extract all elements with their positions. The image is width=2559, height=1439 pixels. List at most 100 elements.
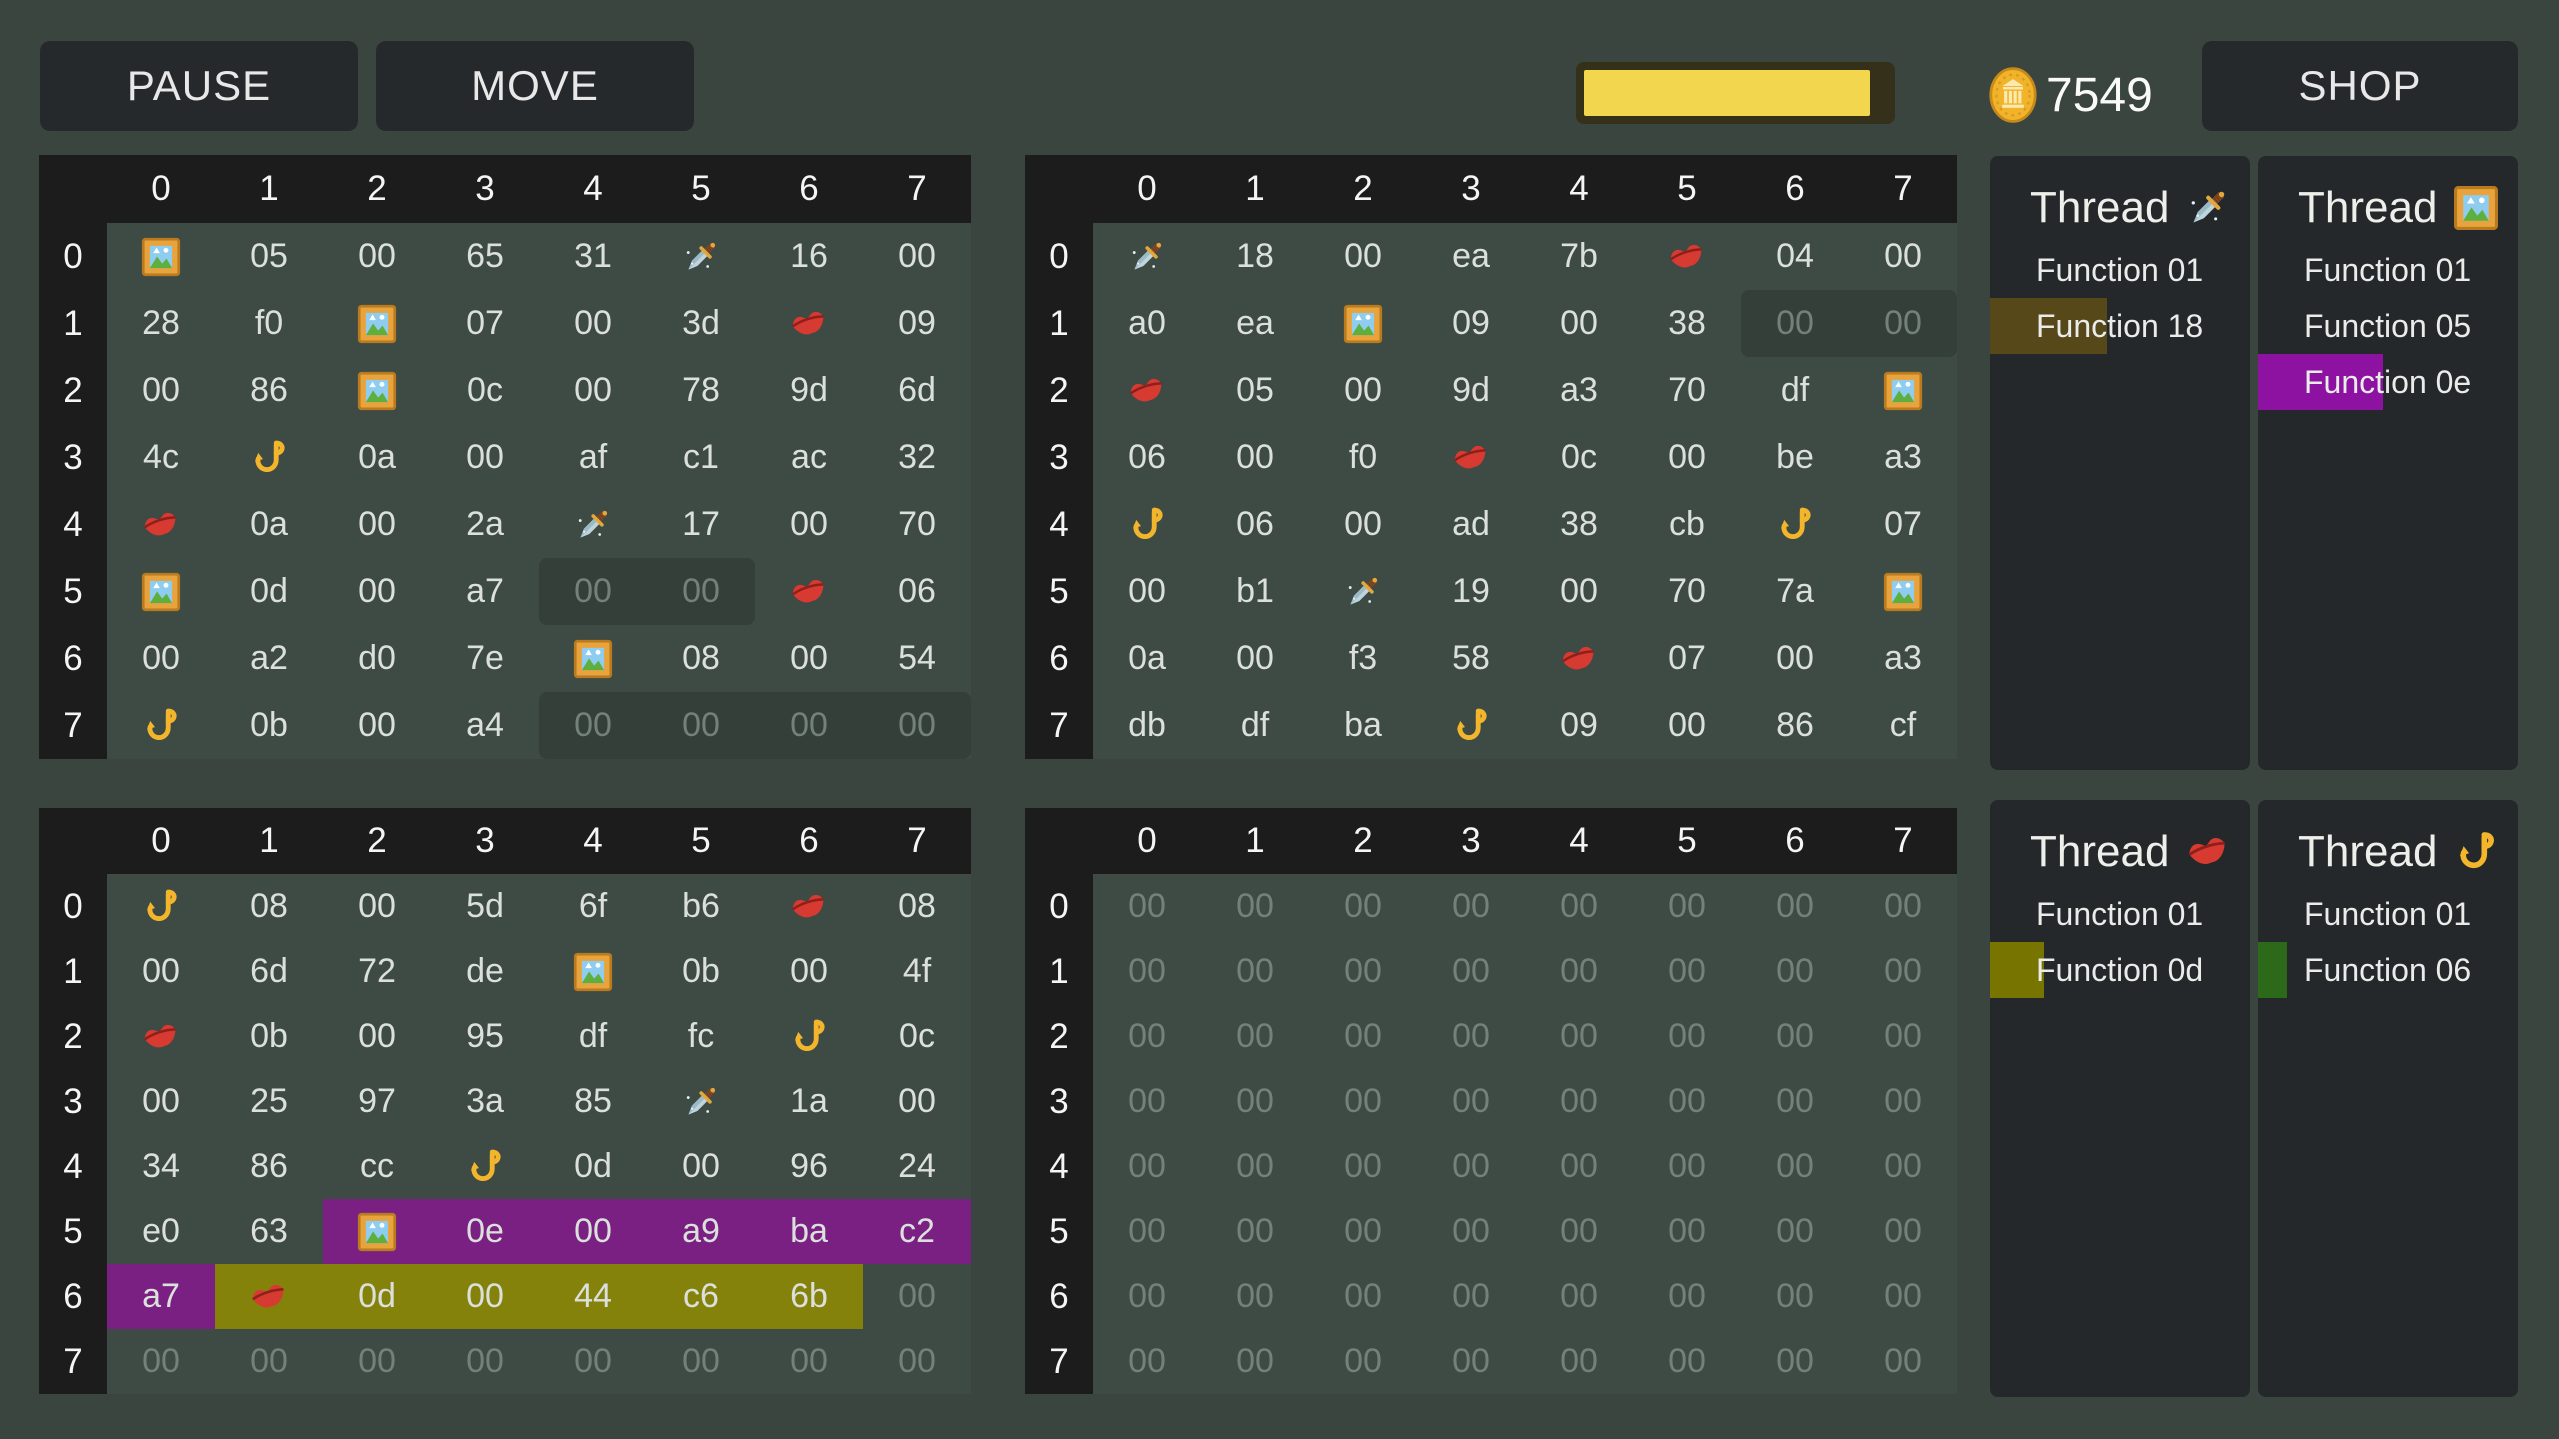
memory-cell[interactable]: 00 xyxy=(1884,1277,1922,1315)
pause-button[interactable]: PAUSE xyxy=(40,41,358,131)
memory-cell[interactable]: 96 xyxy=(790,1147,828,1185)
memory-cell[interactable]: db xyxy=(1128,706,1166,744)
memory-cell[interactable]: cb xyxy=(1669,505,1705,543)
memory-cell[interactable]: 85 xyxy=(574,1082,612,1120)
memory-cell[interactable]: 00 xyxy=(1560,1212,1598,1250)
memory-cell[interactable]: 00 xyxy=(1344,1017,1382,1055)
memory-cell[interactable]: 0d xyxy=(323,1264,431,1329)
memory-cell[interactable]: 00 xyxy=(1344,952,1382,990)
memory-cell[interactable]: 72 xyxy=(358,952,396,990)
memory-cell[interactable]: 0a xyxy=(358,438,396,476)
memory-cell[interactable]: 00 xyxy=(1560,304,1598,342)
memory-cell[interactable]: 00 xyxy=(1344,887,1382,925)
memory-cell[interactable]: 00 xyxy=(1776,1082,1814,1120)
memory-cell[interactable]: a3 xyxy=(1560,371,1598,409)
memory-cell[interactable]: 00 xyxy=(647,692,755,759)
memory-cell[interactable] xyxy=(323,357,431,424)
memory-cell[interactable]: 00 xyxy=(1668,952,1706,990)
memory-cell[interactable]: a3 xyxy=(1884,438,1922,476)
memory-cell[interactable]: 00 xyxy=(1236,1342,1274,1380)
memory-cell[interactable] xyxy=(1417,424,1525,491)
memory-cell[interactable]: 00 xyxy=(1452,1147,1490,1185)
memory-cell[interactable]: 00 xyxy=(574,304,612,342)
memory-cell[interactable]: 00 xyxy=(1236,887,1274,925)
memory-cell[interactable]: 00 xyxy=(1560,1017,1598,1055)
memory-cell[interactable]: 00 xyxy=(898,237,936,275)
memory-cell[interactable]: 08 xyxy=(898,887,936,925)
memory-cell[interactable]: a4 xyxy=(466,706,504,744)
memory-cell[interactable] xyxy=(1093,357,1201,424)
memory-cell[interactable]: 38 xyxy=(1668,304,1706,342)
memory-cell[interactable]: 00 xyxy=(574,371,612,409)
memory-cell[interactable]: 31 xyxy=(574,237,612,275)
function-item[interactable]: Function 01 xyxy=(2258,242,2518,298)
memory-cell[interactable]: 00 xyxy=(1344,1277,1382,1315)
memory-cell[interactable]: df xyxy=(1240,706,1270,744)
memory-cell[interactable] xyxy=(539,625,647,692)
memory-cell[interactable]: 32 xyxy=(898,438,936,476)
memory-cell[interactable]: 9d xyxy=(790,371,828,409)
memory-cell[interactable]: 00 xyxy=(1452,1342,1490,1380)
function-item[interactable]: Function 01 xyxy=(1990,886,2250,942)
memory-cell[interactable] xyxy=(323,1199,431,1264)
memory-cell[interactable] xyxy=(107,558,215,625)
memory-cell[interactable] xyxy=(1093,223,1201,290)
memory-cell[interactable]: 00 xyxy=(1236,1017,1274,1055)
memory-cell[interactable]: a3 xyxy=(1884,639,1922,677)
memory-cell[interactable]: 00 xyxy=(466,438,504,476)
memory-cell[interactable]: 00 xyxy=(358,237,396,275)
memory-cell[interactable]: 54 xyxy=(898,639,936,677)
memory-cell[interactable] xyxy=(323,290,431,357)
memory-cell[interactable] xyxy=(107,1004,215,1069)
memory-cell[interactable]: 58 xyxy=(1452,639,1490,677)
memory-cell[interactable]: e0 xyxy=(142,1212,180,1250)
memory-cell[interactable]: 70 xyxy=(1668,572,1706,610)
memory-cell[interactable]: 00 xyxy=(790,505,828,543)
memory-cell[interactable]: 00 xyxy=(1236,639,1274,677)
memory-cell[interactable]: df xyxy=(578,1017,608,1055)
memory-cell[interactable] xyxy=(215,1264,323,1329)
memory-cell[interactable]: 00 xyxy=(358,887,396,925)
memory-cell[interactable]: 0b xyxy=(250,1017,288,1055)
memory-cell[interactable]: 00 xyxy=(898,1277,936,1315)
memory-cell[interactable]: 05 xyxy=(250,237,288,275)
memory-cell[interactable]: 08 xyxy=(682,639,720,677)
memory-cell[interactable]: 00 xyxy=(1776,639,1814,677)
memory-cell[interactable]: 00 xyxy=(1668,1082,1706,1120)
memory-cell[interactable]: 00 xyxy=(1884,1212,1922,1250)
function-item[interactable]: Function 18 xyxy=(1990,298,2250,354)
memory-cell[interactable]: 00 xyxy=(1884,1082,1922,1120)
memory-cell[interactable]: 09 xyxy=(1452,304,1490,342)
memory-cell[interactable]: 06 xyxy=(1128,438,1166,476)
memory-cell[interactable]: d0 xyxy=(358,639,396,677)
memory-cell[interactable]: 00 xyxy=(1560,572,1598,610)
memory-cell[interactable]: 4f xyxy=(902,952,932,990)
memory-cell[interactable]: 00 xyxy=(1776,1017,1814,1055)
memory-cell[interactable]: 18 xyxy=(1236,237,1274,275)
memory-cell[interactable]: 00 xyxy=(1452,952,1490,990)
memory-cell[interactable]: 00 xyxy=(1560,1342,1598,1380)
memory-cell[interactable]: fc xyxy=(687,1017,715,1055)
memory-cell[interactable]: 34 xyxy=(142,1147,180,1185)
memory-cell[interactable]: cc xyxy=(360,1147,394,1185)
memory-cell[interactable]: 00 xyxy=(647,558,755,625)
memory-cell[interactable]: 00 xyxy=(1668,1147,1706,1185)
memory-cell[interactable]: 00 xyxy=(1128,572,1166,610)
memory-cell[interactable]: 00 xyxy=(1849,290,1957,357)
memory-cell[interactable]: 7a xyxy=(1776,572,1814,610)
memory-cell[interactable]: 25 xyxy=(250,1082,288,1120)
memory-cell[interactable]: 00 xyxy=(1236,1212,1274,1250)
memory-cell[interactable]: 00 xyxy=(1560,1147,1598,1185)
function-item[interactable]: Function 06 xyxy=(2258,942,2518,998)
memory-cell[interactable]: 6f xyxy=(578,887,608,925)
memory-cell[interactable]: f3 xyxy=(1348,639,1378,677)
memory-cell[interactable]: 00 xyxy=(682,1147,720,1185)
memory-cell[interactable]: 07 xyxy=(1668,639,1706,677)
memory-cell[interactable]: ba xyxy=(1344,706,1382,744)
memory-cell[interactable]: 00 xyxy=(431,1264,539,1329)
memory-cell[interactable]: 70 xyxy=(898,505,936,543)
memory-cell[interactable]: 00 xyxy=(1560,952,1598,990)
memory-cell[interactable] xyxy=(107,874,215,939)
memory-cell[interactable] xyxy=(1093,491,1201,558)
memory-cell[interactable]: 00 xyxy=(1128,1342,1166,1380)
